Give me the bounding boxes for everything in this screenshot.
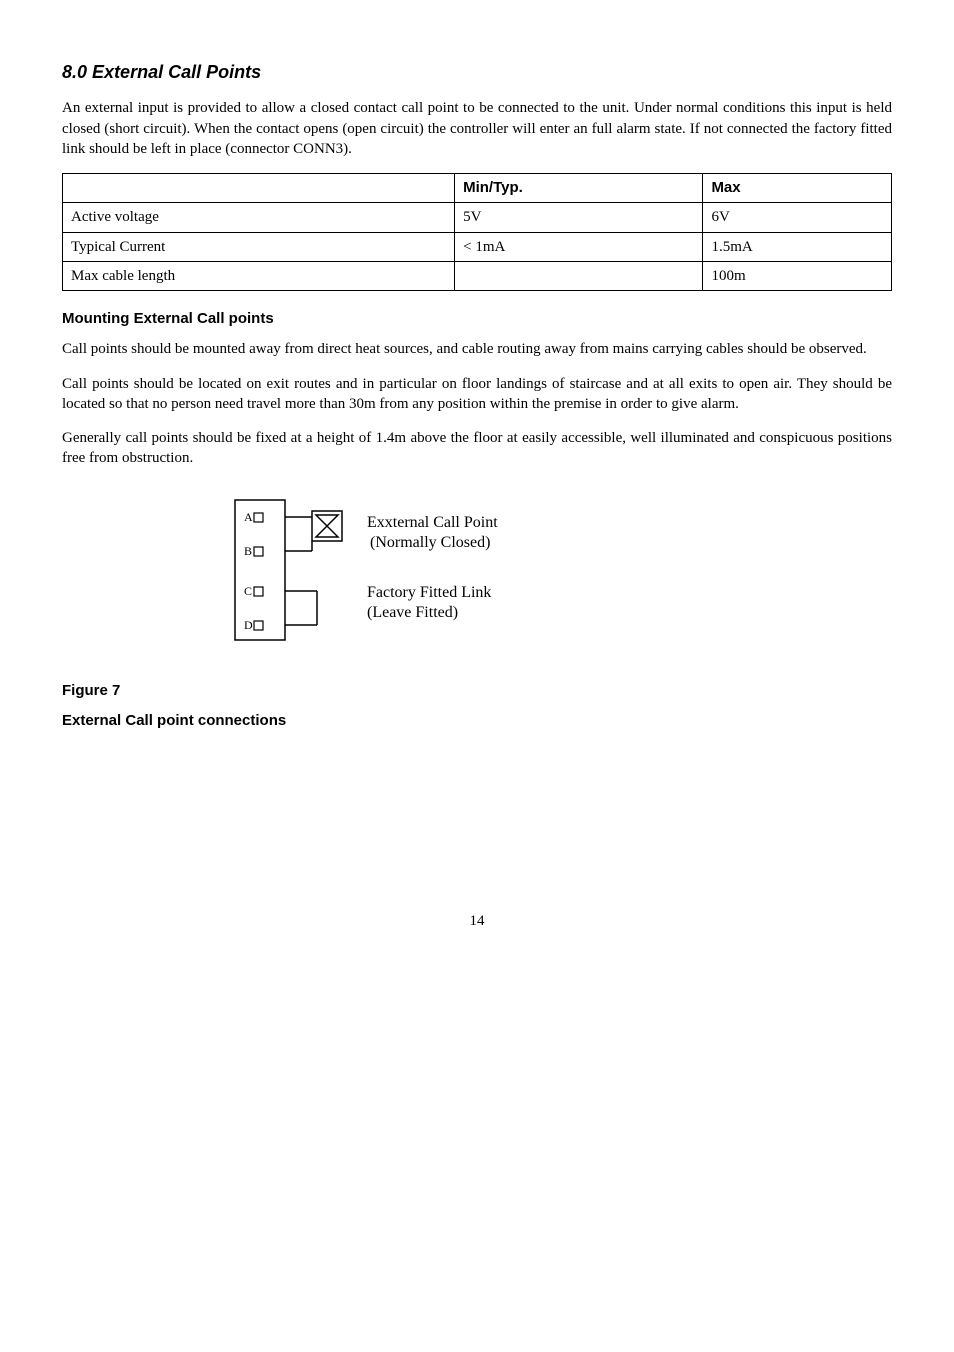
table-row: Active voltage 5V 6V: [63, 203, 892, 232]
diagram-label: Exxternal Call Point: [367, 514, 498, 531]
table-header-row: Min/Typ. Max: [63, 174, 892, 203]
mounting-paragraph: Call points should be mounted away from …: [62, 339, 892, 359]
diagram-label: Factory Fitted Link: [367, 584, 491, 601]
terminal-icon: [254, 621, 263, 630]
diagram-label: (Normally Closed): [370, 534, 490, 551]
table-cell: 1.5mA: [703, 232, 892, 261]
table-header: Min/Typ.: [455, 174, 703, 203]
mounting-heading: Mounting External Call points: [62, 309, 892, 329]
wiring-diagram: A B C D Exxternal Call Point (Normally C…: [232, 497, 892, 653]
terminal-label: C: [244, 584, 252, 598]
mounting-paragraph: Generally call points should be fixed at…: [62, 428, 892, 469]
terminal-icon: [254, 547, 263, 556]
section-number: 8.0: [62, 62, 87, 82]
intro-paragraph: An external input is provided to allow a…: [62, 98, 892, 159]
terminal-label: A: [244, 510, 253, 524]
diagram-label: (Leave Fitted): [367, 604, 458, 621]
figure-caption-number: Figure 7: [62, 681, 892, 701]
mounting-paragraph: Call points should be located on exit ro…: [62, 374, 892, 415]
section-title: External Call Points: [92, 62, 261, 82]
table-cell: Active voltage: [63, 203, 455, 232]
parameters-table: Min/Typ. Max Active voltage 5V 6V Typica…: [62, 173, 892, 291]
table-cell: 6V: [703, 203, 892, 232]
table-row: Typical Current < 1mA 1.5mA: [63, 232, 892, 261]
figure-caption-title: External Call point connections: [62, 711, 892, 731]
table-cell: < 1mA: [455, 232, 703, 261]
table-row: Max cable length 100m: [63, 261, 892, 290]
table-cell: 100m: [703, 261, 892, 290]
terminal-icon: [254, 513, 263, 522]
page-number: 14: [62, 911, 892, 931]
call-point-icon: [316, 526, 338, 537]
table-cell: Max cable length: [63, 261, 455, 290]
table-header: [63, 174, 455, 203]
wiring-diagram-svg: A B C D Exxternal Call Point (Normally C…: [232, 497, 592, 647]
table-cell: Typical Current: [63, 232, 455, 261]
table-cell: 5V: [455, 203, 703, 232]
table-cell: [455, 261, 703, 290]
terminal-label: B: [244, 544, 252, 558]
table-header: Max: [703, 174, 892, 203]
terminal-label: D: [244, 618, 253, 632]
terminal-block-icon: [235, 500, 285, 640]
terminal-icon: [254, 587, 263, 596]
section-heading: 8.0 External Call Points: [62, 60, 892, 84]
call-point-icon: [316, 515, 338, 526]
